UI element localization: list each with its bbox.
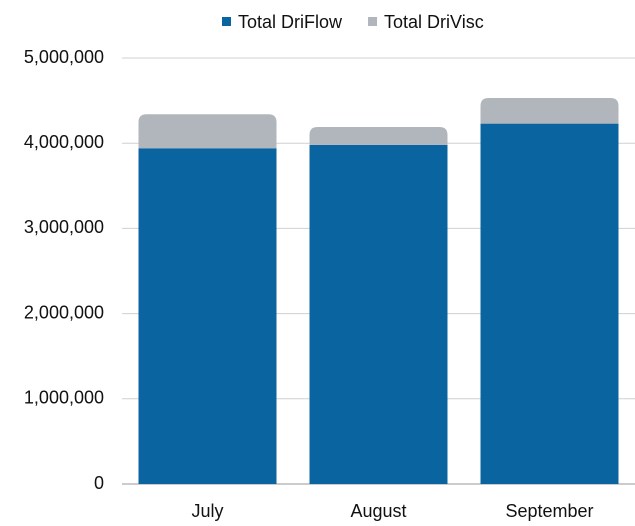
x-tick-label: August	[350, 501, 406, 521]
bar-segment	[138, 114, 277, 149]
y-tick-label: 2,000,000	[24, 302, 104, 322]
y-tick-label: 5,000,000	[24, 47, 104, 67]
y-tick-label: 4,000,000	[24, 132, 104, 152]
legend-label: Total DriVisc	[384, 12, 484, 32]
bar-segment	[480, 98, 619, 124]
bar-segment	[138, 148, 277, 484]
legend-label: Total DriFlow	[238, 12, 343, 32]
legend-swatch	[222, 17, 231, 26]
bar-segment	[309, 144, 448, 485]
y-tick-label: 1,000,000	[24, 388, 104, 408]
x-tick-label: September	[505, 501, 593, 521]
y-tick-label: 0	[94, 473, 104, 493]
x-tick-label: July	[191, 501, 223, 521]
bar-segment	[309, 127, 448, 145]
y-tick-label: 3,000,000	[24, 217, 104, 237]
legend-swatch	[368, 17, 378, 26]
bar-segment	[480, 123, 619, 484]
